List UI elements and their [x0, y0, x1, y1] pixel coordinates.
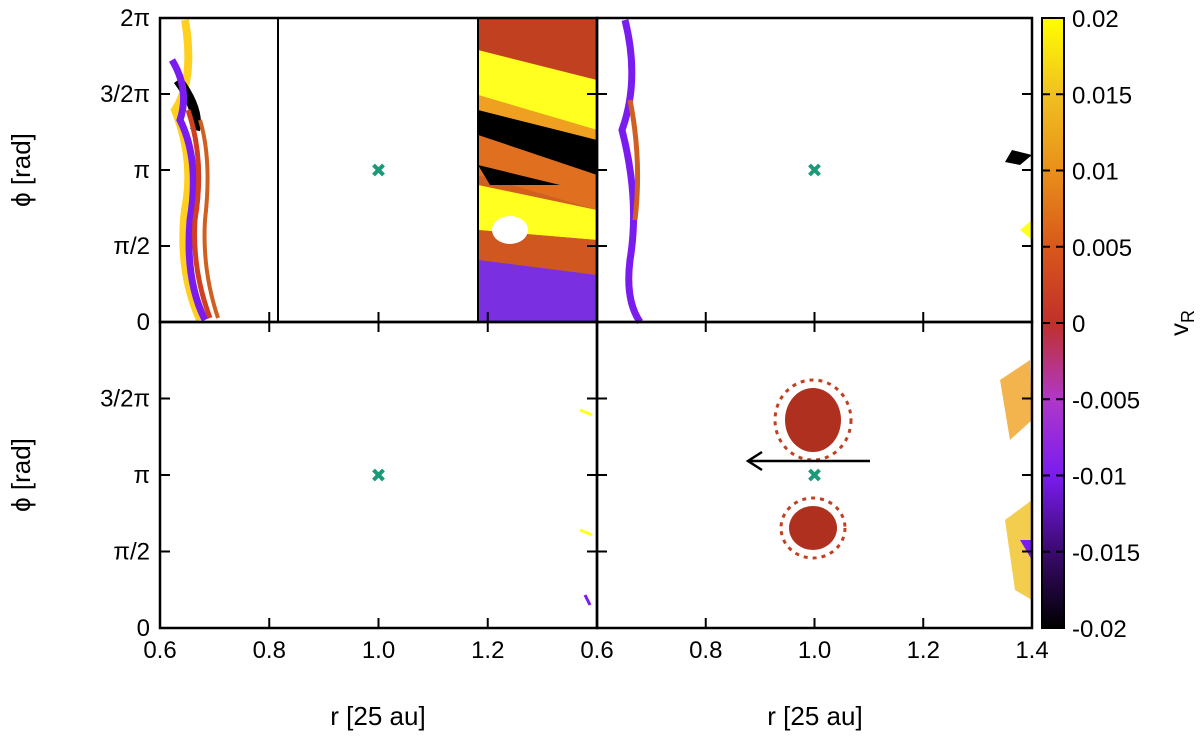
colorbar-label-sub: R	[1178, 310, 1198, 323]
colorbar-tick-label: 0.02	[1072, 6, 1119, 33]
x-tick-label: 0.8	[253, 637, 286, 664]
y-tick-label: 0	[137, 615, 150, 642]
heatmap-structures	[168, 18, 1032, 606]
x-axis-label-right: r [25 au]	[767, 701, 862, 731]
y-tick-label: π	[133, 157, 150, 184]
x-tick-label: 1.2	[471, 637, 504, 664]
colorbar-tick-label: 0	[1072, 311, 1085, 338]
planet-marker-top-left	[372, 163, 385, 177]
y-axis-label-bottom: ϕ [rad]	[6, 438, 36, 512]
colorbar-tick-label: -0.01	[1072, 464, 1127, 491]
planet-markers	[372, 163, 821, 482]
x-tick-label: 1.0	[798, 637, 831, 664]
colorbar-tick-label: 0.005	[1072, 235, 1132, 262]
x-tick-label: 1.0	[362, 637, 395, 664]
x-tick-label: 1.2	[907, 637, 940, 664]
colorbar-tick-label: -0.015	[1072, 540, 1140, 567]
x-tick-label: 1.4	[1015, 637, 1048, 664]
colorbar-ticks: 0.02 0.015 0.01 0.005 0 -0.005 -0.01 -0.015 -0.0…	[1042, 6, 1140, 643]
x-tick-label: 0.8	[689, 637, 722, 664]
colorbar-tick-label: -0.005	[1072, 387, 1140, 414]
y-tick-label: 0	[137, 309, 150, 336]
x-tick-label: 0.6	[580, 637, 613, 664]
y-tick-label: 2π	[120, 5, 150, 32]
planet-marker-bottom-left	[372, 468, 385, 482]
x-axis-ticks: 0.6 0.8 1.0 1.2 0.6 0.8 1.0 1.2 1.4	[143, 312, 1049, 664]
colorbar: 0.02 0.015 0.01 0.005 0 -0.005 -0.01 -0.015 -0.0…	[1041, 6, 1198, 643]
migration-arrow	[745, 450, 870, 472]
y-tick-label: 3/2π	[100, 81, 150, 108]
y-tick-label: π	[133, 462, 150, 489]
planet-marker-top-right	[808, 163, 821, 177]
colorbar-tick-label: 0.015	[1072, 82, 1132, 109]
colorbar-tick-label: 0.01	[1072, 159, 1119, 186]
x-axis-label-left: r [25 au]	[330, 701, 425, 731]
y-tick-label: π/2	[113, 539, 150, 566]
y-axis-ticks: 0 π/2 π 3/2π 2π 0 π/2 π 3/2π	[100, 5, 1032, 642]
x-tick-label: 0.6	[143, 637, 176, 664]
y-axis-label-top: ϕ [rad]	[6, 133, 36, 207]
colorbar-tick-label: -0.02	[1072, 616, 1127, 643]
colorbar-label: vR	[1164, 310, 1198, 336]
y-tick-label: π/2	[113, 233, 150, 260]
planet-marker-bottom-right	[808, 468, 821, 482]
colorbar-label-main: v	[1164, 323, 1194, 336]
y-tick-label: 3/2π	[100, 386, 150, 413]
